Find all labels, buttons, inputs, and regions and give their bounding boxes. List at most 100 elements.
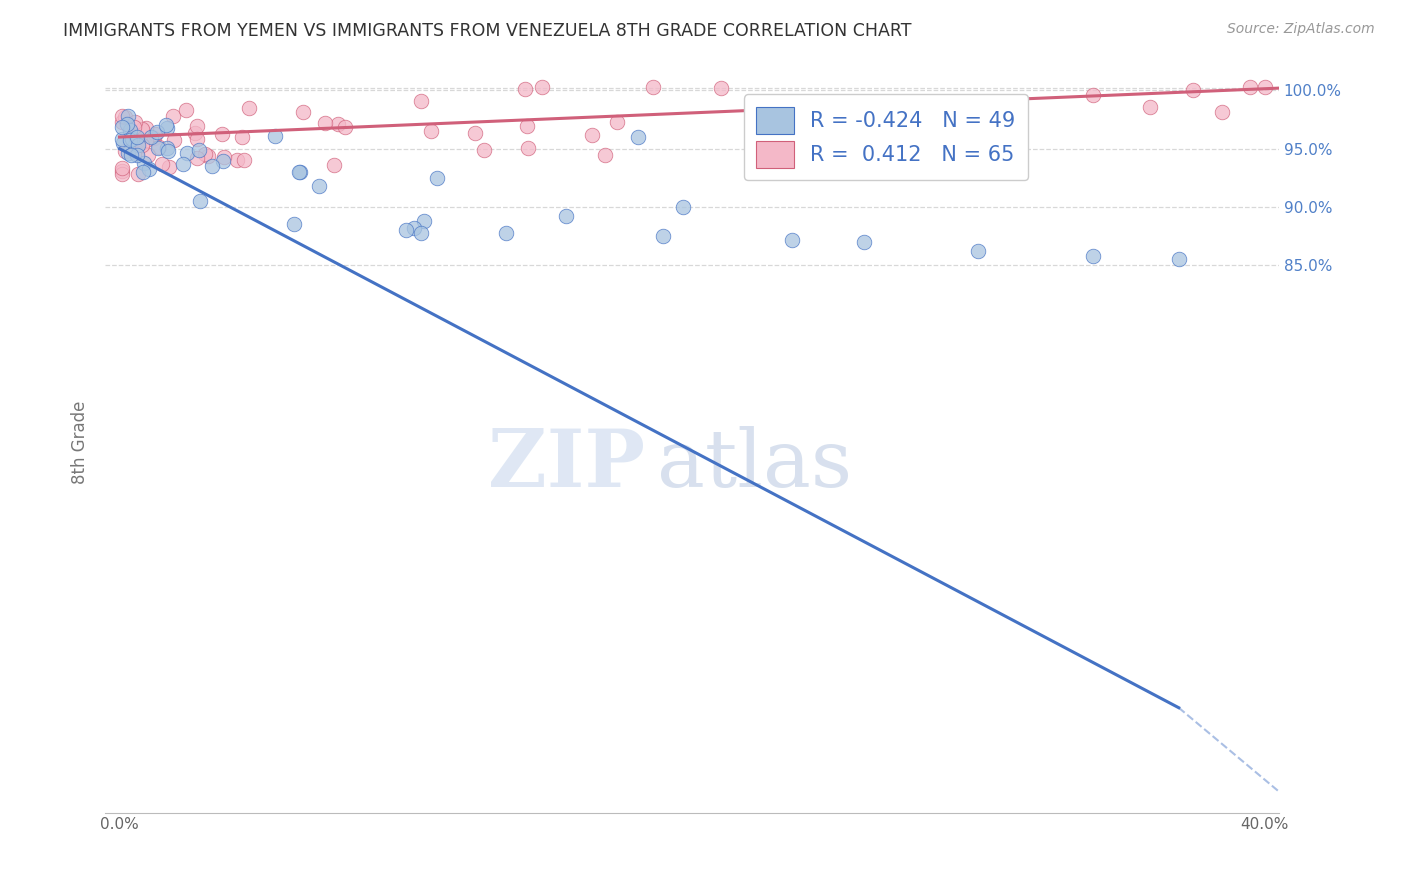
Point: [1081, 87, 1104, 102]
Point: [287, 165, 309, 179]
Point: [176, 146, 198, 161]
Point: [135, 133, 157, 147]
Point: [183, 127, 205, 141]
Point: [1253, 79, 1275, 94]
Point: [111, 109, 134, 123]
Point: [283, 218, 305, 232]
Point: [188, 194, 211, 208]
Point: [111, 114, 134, 128]
Point: [186, 132, 208, 146]
Point: [131, 137, 153, 152]
Point: [292, 105, 315, 120]
Point: [1239, 79, 1261, 94]
Text: IMMIGRANTS FROM YEMEN VS IMMIGRANTS FROM VENEZUELA 8TH GRADE CORRELATION CHART: IMMIGRANTS FROM YEMEN VS IMMIGRANTS FROM…: [63, 22, 911, 40]
Point: [238, 101, 260, 115]
Point: [1182, 83, 1205, 97]
Point: [426, 170, 449, 185]
Point: [146, 141, 169, 155]
Point: [402, 220, 425, 235]
Point: [652, 229, 675, 244]
Point: [226, 153, 249, 167]
Point: [308, 178, 330, 193]
Point: [138, 147, 160, 161]
Y-axis label: 8th Grade: 8th Grade: [72, 401, 89, 484]
Point: [120, 147, 142, 161]
Point: [187, 143, 209, 157]
Point: [162, 133, 184, 147]
Point: [419, 124, 441, 138]
Point: [122, 120, 145, 135]
Point: [1167, 252, 1189, 267]
Point: [114, 111, 136, 125]
Point: [176, 103, 198, 118]
Point: [595, 147, 617, 161]
Point: [326, 117, 349, 131]
Point: [1211, 105, 1233, 120]
Point: [516, 119, 538, 133]
Text: ZIP: ZIP: [488, 426, 645, 504]
Point: [824, 119, 846, 133]
Point: [155, 141, 177, 155]
Point: [314, 116, 336, 130]
Point: [139, 130, 162, 145]
Point: [412, 214, 434, 228]
Point: [186, 151, 208, 165]
Point: [710, 81, 733, 95]
Point: [938, 107, 960, 121]
Point: [516, 141, 538, 155]
Point: [672, 200, 695, 214]
Point: [132, 165, 155, 179]
Point: [111, 167, 134, 181]
Point: [555, 209, 578, 223]
Point: [111, 164, 134, 178]
Point: [127, 167, 149, 181]
Point: [531, 79, 554, 94]
Point: [231, 130, 253, 145]
Point: [186, 119, 208, 133]
Point: [138, 161, 160, 176]
Text: atlas: atlas: [657, 426, 852, 504]
Point: [172, 157, 194, 171]
Point: [395, 223, 418, 237]
Point: [288, 165, 311, 179]
Point: [513, 81, 536, 95]
Point: [967, 244, 990, 259]
Point: [212, 154, 235, 169]
Point: [145, 125, 167, 139]
Point: [135, 120, 157, 135]
Point: [852, 235, 875, 249]
Point: [643, 79, 665, 94]
Point: [148, 140, 170, 154]
Point: [111, 161, 134, 176]
Point: [1139, 100, 1161, 114]
Point: [121, 132, 143, 146]
Text: Source: ZipAtlas.com: Source: ZipAtlas.com: [1227, 22, 1375, 37]
Point: [127, 137, 149, 152]
Point: [124, 115, 146, 129]
Point: [127, 148, 149, 162]
Legend: R = -0.424   N = 49, R =  0.412   N = 65: R = -0.424 N = 49, R = 0.412 N = 65: [744, 95, 1028, 180]
Point: [157, 144, 180, 158]
Point: [131, 121, 153, 136]
Point: [495, 226, 517, 240]
Point: [1081, 249, 1104, 263]
Point: [111, 136, 134, 150]
Point: [118, 133, 141, 147]
Point: [197, 149, 219, 163]
Point: [142, 131, 165, 145]
Point: [157, 160, 180, 174]
Point: [335, 120, 357, 135]
Point: [763, 115, 786, 129]
Point: [212, 150, 235, 164]
Point: [232, 153, 254, 167]
Point: [118, 123, 141, 137]
Point: [131, 122, 153, 136]
Point: [114, 144, 136, 158]
Point: [155, 118, 177, 132]
Point: [111, 132, 134, 146]
Point: [263, 129, 285, 144]
Point: [194, 146, 217, 161]
Point: [606, 115, 628, 129]
Point: [122, 127, 145, 141]
Point: [581, 128, 603, 143]
